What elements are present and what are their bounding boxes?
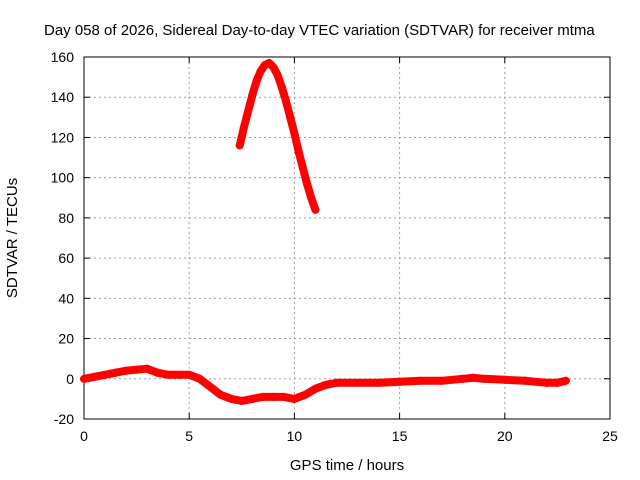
data-point [185,370,194,379]
y-tick-label: 120 [51,129,75,145]
data-point [374,378,383,387]
data-point [300,390,309,399]
data-point [260,61,269,70]
data-point [206,382,215,391]
x-tick-label: 15 [392,428,408,444]
data-point [561,376,570,385]
y-tick-label: 40 [58,290,74,306]
data-point [239,123,248,132]
data-point [248,394,257,403]
y-tick-label: -20 [54,411,74,427]
data-point [311,205,320,214]
data-point [458,374,467,383]
x-tick-label: 20 [497,428,513,444]
series-group [80,59,570,405]
data-point [269,392,278,401]
data-point [153,368,162,377]
y-axis-title: SDTVAR / TECUs [4,178,21,298]
x-axis: 0 5 10 15 20 25 [80,57,618,444]
data-point [437,376,446,385]
y-tick-label: 160 [51,49,75,65]
data-point [321,380,330,389]
y-tick-label: 0 [66,371,74,387]
y-tick-label: 140 [51,89,75,105]
data-point [521,376,530,385]
series-line [235,59,320,214]
y-tick-label: 100 [51,170,75,186]
y-tick-label: 20 [58,331,74,347]
data-point [307,193,316,202]
data-point [111,368,120,377]
data-point [294,147,303,156]
data-point [269,63,278,72]
data-point [227,394,236,403]
data-point [542,378,551,387]
x-axis-title: GPS time / hours [290,457,404,474]
data-point [252,77,261,86]
data-point [122,366,131,375]
data-point [132,365,141,374]
data-point [277,83,286,92]
data-point [290,394,299,403]
data-point [164,370,173,379]
data-point [244,107,253,116]
data-point [553,378,562,387]
data-point [416,376,425,385]
data-point [290,129,299,138]
data-point [298,163,307,172]
data-point [235,141,244,150]
data-point [258,392,267,401]
data-point [101,370,110,379]
data-point [303,179,312,188]
data-point [143,364,152,373]
x-tick-label: 10 [287,428,303,444]
data-point [174,370,183,379]
y-axis: -20 0 20 40 60 80 100 120 140 160 [51,49,610,427]
grid-lines [84,57,610,419]
data-point [286,113,295,122]
x-tick-label: 25 [602,428,618,444]
data-point [248,91,257,100]
data-point [500,375,509,384]
data-point [479,374,488,383]
data-point [273,71,282,80]
chart-title: Day 058 of 2026, Sidereal Day-to-day VTE… [44,22,595,39]
data-point [395,377,404,386]
x-tick-label: 0 [80,428,88,444]
data-point [80,374,88,383]
data-point [332,378,341,387]
data-point [90,372,99,381]
data-point [311,384,320,393]
data-point [469,373,478,382]
plot-frame [83,56,611,420]
data-point [281,97,290,106]
data-point [216,390,225,399]
y-tick-label: 80 [58,210,74,226]
x-tick-label: 5 [185,428,193,444]
y-tick-label: 60 [58,250,74,266]
data-point [353,378,362,387]
data-point [265,59,274,68]
data-point [195,374,204,383]
data-point [256,67,265,76]
data-point [237,396,246,405]
data-point [279,392,288,401]
